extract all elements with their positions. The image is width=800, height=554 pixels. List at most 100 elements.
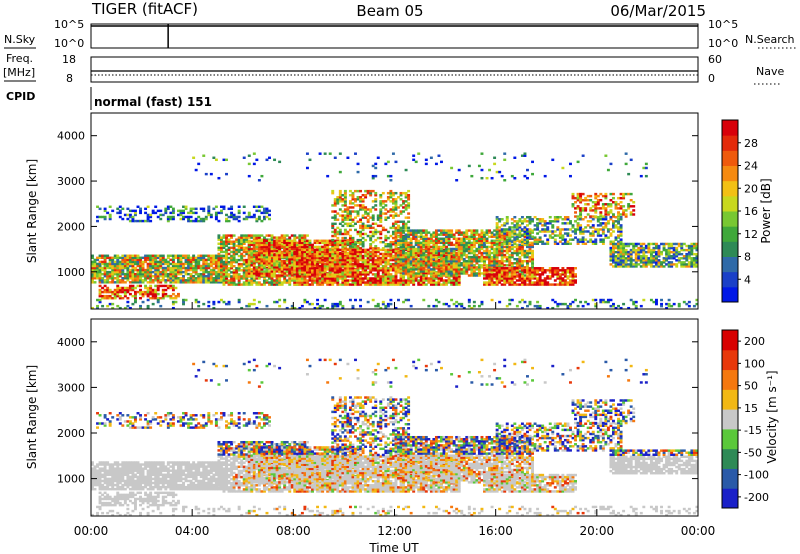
power-cell [437, 237, 441, 240]
power-cell [250, 247, 254, 251]
power-cell [108, 258, 112, 262]
power-cell [457, 272, 461, 275]
power-cell [323, 258, 327, 262]
power-cell [318, 273, 322, 276]
power-cell [298, 254, 302, 258]
power-cell [442, 279, 446, 282]
power-cell [467, 255, 471, 259]
power-cell [123, 274, 127, 278]
power-cell [204, 217, 208, 221]
power-cell [495, 249, 499, 253]
power-cell [131, 264, 135, 268]
power-cell [230, 205, 234, 208]
power-cell [118, 274, 122, 278]
power-cell [136, 284, 140, 288]
power-cell [156, 279, 160, 282]
power-cell [351, 256, 355, 260]
power-cell [237, 258, 241, 262]
power-cell [341, 216, 345, 219]
power-cell [202, 272, 206, 276]
power-cell [187, 272, 191, 276]
power-cell [273, 279, 277, 282]
power-cell [366, 208, 370, 211]
power-cell [505, 251, 509, 255]
power-cell [394, 235, 398, 238]
power-cell [364, 224, 368, 228]
power-cell [427, 277, 431, 280]
power-cell [455, 237, 459, 240]
power-cell [146, 219, 150, 223]
power-cell [197, 219, 201, 223]
power-cell [445, 249, 449, 253]
power-cell [351, 252, 355, 256]
power-cell [498, 269, 502, 272]
power-cell [326, 273, 330, 276]
power-cell [262, 264, 266, 267]
power-cell [273, 272, 277, 275]
power-cell [146, 266, 150, 270]
power-cell [202, 268, 206, 272]
power-cell [402, 206, 406, 209]
power-cell [227, 207, 231, 211]
power-cell [270, 243, 274, 247]
power-cell [187, 211, 191, 215]
power-cell [495, 271, 499, 274]
power-cell [386, 281, 390, 284]
power-cell [179, 281, 183, 284]
power-cell [336, 232, 340, 236]
power-cell [510, 229, 514, 232]
power-cell [126, 290, 130, 294]
power-cell [338, 196, 342, 199]
power-cell [493, 283, 497, 286]
power-cell [412, 233, 416, 236]
power-cell [412, 245, 416, 249]
power-cell [513, 245, 517, 249]
power-cell [520, 249, 524, 253]
power-cell [136, 281, 140, 284]
power-cell [242, 275, 246, 278]
power-cell [503, 249, 507, 253]
power-cell [202, 266, 206, 270]
power-cell [369, 256, 373, 260]
power-cell [475, 233, 479, 236]
power-cell [528, 243, 532, 247]
power-cell [333, 275, 337, 278]
power-cell [397, 266, 400, 269]
power-cell [184, 205, 188, 208]
power-cell [447, 247, 451, 251]
power-cell [437, 262, 441, 265]
power-cell [166, 279, 170, 282]
power-cell [285, 274, 289, 277]
power-cell [316, 275, 320, 278]
power-cell [311, 245, 314, 249]
power-cell [376, 271, 380, 274]
power-cell [472, 266, 476, 269]
power-cell [222, 246, 226, 250]
power-cell [437, 279, 441, 282]
power-cell [343, 260, 347, 264]
power-cell [346, 271, 350, 274]
power-cell [283, 264, 287, 267]
power-cell [255, 270, 259, 273]
power-cell [402, 257, 406, 261]
power-cell [338, 262, 342, 266]
power-cell [429, 239, 433, 243]
power-cell [351, 245, 355, 249]
power-cell [407, 283, 411, 286]
power-cell [116, 272, 120, 276]
power-cell [503, 269, 507, 272]
power-cell [536, 281, 540, 284]
station-title: TIGER (fitACF) [91, 0, 198, 18]
power-cell [528, 277, 532, 280]
power-cell [346, 267, 350, 270]
power-cell [98, 281, 102, 284]
power-cell [146, 274, 150, 278]
power-cell [364, 254, 368, 258]
power-cell [351, 273, 355, 276]
power-cell [275, 268, 279, 271]
power-cell [232, 277, 236, 280]
power-cell [295, 281, 299, 284]
power-cell [230, 271, 234, 274]
power-cell [219, 262, 223, 266]
power-cell [343, 258, 347, 262]
